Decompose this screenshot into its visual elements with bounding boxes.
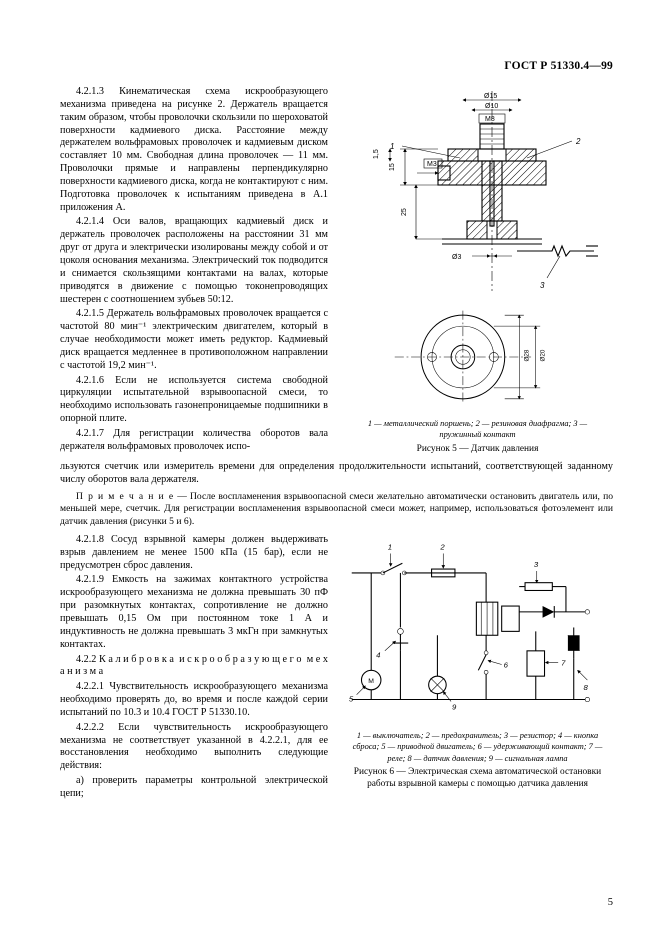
left-column-block-2: 4.2.1.8 Сосуд взрывной камеры должен выд… — [60, 534, 328, 803]
figure-5-top: Ø15 Ø10 M8 — [342, 86, 613, 301]
fig5-callout-2: 2 — [575, 137, 581, 146]
fig6-callout-2: 2 — [439, 543, 445, 552]
fig6-callout-9: 9 — [452, 702, 457, 711]
note-after-4217: П р и м е ч а н и е — После воспламенени… — [60, 491, 613, 528]
para-4-2-1-3: 4.2.1.3 Кинематическая схема искрообразу… — [60, 86, 328, 214]
dim-d20: Ø20 — [540, 349, 547, 361]
para-4-2-1-7-full: льзуются счетчик или измеритель времени … — [60, 461, 613, 487]
dim-d10: Ø10 — [485, 103, 498, 110]
para-4-2-2-1: 4.2.2.1 Чувствительность искрообразующег… — [60, 681, 328, 720]
dim-25: 25 — [401, 208, 408, 216]
figure-6-container: 3 M 5 — [342, 534, 613, 795]
para-4-2-1-9: 4.2.1.9 Емкость на зажимах контактного у… — [60, 574, 328, 651]
fig6-callout-1: 1 — [388, 543, 392, 552]
fig5-callout-1: 1 — [390, 142, 394, 151]
fig6-callout-7: 7 — [561, 658, 566, 667]
figure-5-container: Ø15 Ø10 M8 — [342, 86, 613, 459]
para-4-2-1-5: 4.2.1.5 Держатель вольфрамовых проволоче… — [60, 308, 328, 372]
fig6-callout-5: 5 — [349, 694, 354, 703]
para-4-2-1-4: 4.2.1.4 Оси валов, вращающих кадмиевый д… — [60, 216, 328, 306]
dim-d28: Ø28 — [523, 349, 530, 361]
left-column-block-1: 4.2.1.3 Кинематическая схема искрообразу… — [60, 86, 328, 456]
para-4-2-2-heading: 4.2.2 К а л и б р о в к а и с к р о о б … — [60, 654, 328, 680]
fig6-callout-8: 8 — [583, 683, 588, 692]
note-label: П р и м е ч а н и е — [76, 491, 174, 502]
dim-d15: Ø15 — [484, 93, 497, 100]
page-number: 5 — [608, 897, 613, 908]
figure-5-legend: 1 — металлический поршень; 2 — резиновая… — [346, 418, 609, 441]
figure-6-title: Рисунок 6 — Электрическая схема автомати… — [346, 767, 609, 791]
svg-text:M: M — [368, 678, 374, 685]
para-4-2-1-7-left: 4.2.1.7 Для регистрации количества оборо… — [60, 428, 328, 454]
para-4-2-1-6: 4.2.1.6 Если не используется система сво… — [60, 375, 328, 426]
dim-m8: M8 — [485, 116, 495, 123]
document-header: ГОСТ Р 51330.4—99 — [60, 60, 613, 72]
fig6-callout-6: 6 — [504, 660, 509, 669]
fig5-callout-3: 3 — [540, 281, 545, 290]
dim-d3: Ø3 — [452, 254, 461, 261]
fig6-callout-4: 4 — [376, 651, 381, 660]
dim-1-5: 1,5 — [373, 149, 380, 159]
figure-5-title: Рисунок 5 — Датчик давления — [346, 444, 609, 456]
figure-6-legend: 1 — выключатель; 2 — предохранитель; 3 —… — [346, 730, 609, 764]
figure-5-bottom: Ø28 Ø20 — [342, 301, 613, 412]
para-4-2-2-2: 4.2.2.2 Если чувствительность искрообраз… — [60, 722, 328, 773]
fig6-callout-3: 3 — [534, 560, 539, 569]
para-4-2-2-2-a: а) проверить параметры контрольной элект… — [60, 775, 328, 801]
para-4-2-1-8: 4.2.1.8 Сосуд взрывной камеры должен выд… — [60, 534, 328, 573]
dim-15: 15 — [389, 163, 396, 171]
figure-6: 3 M 5 — [342, 534, 613, 724]
dim-m3: M3 — [427, 161, 437, 168]
